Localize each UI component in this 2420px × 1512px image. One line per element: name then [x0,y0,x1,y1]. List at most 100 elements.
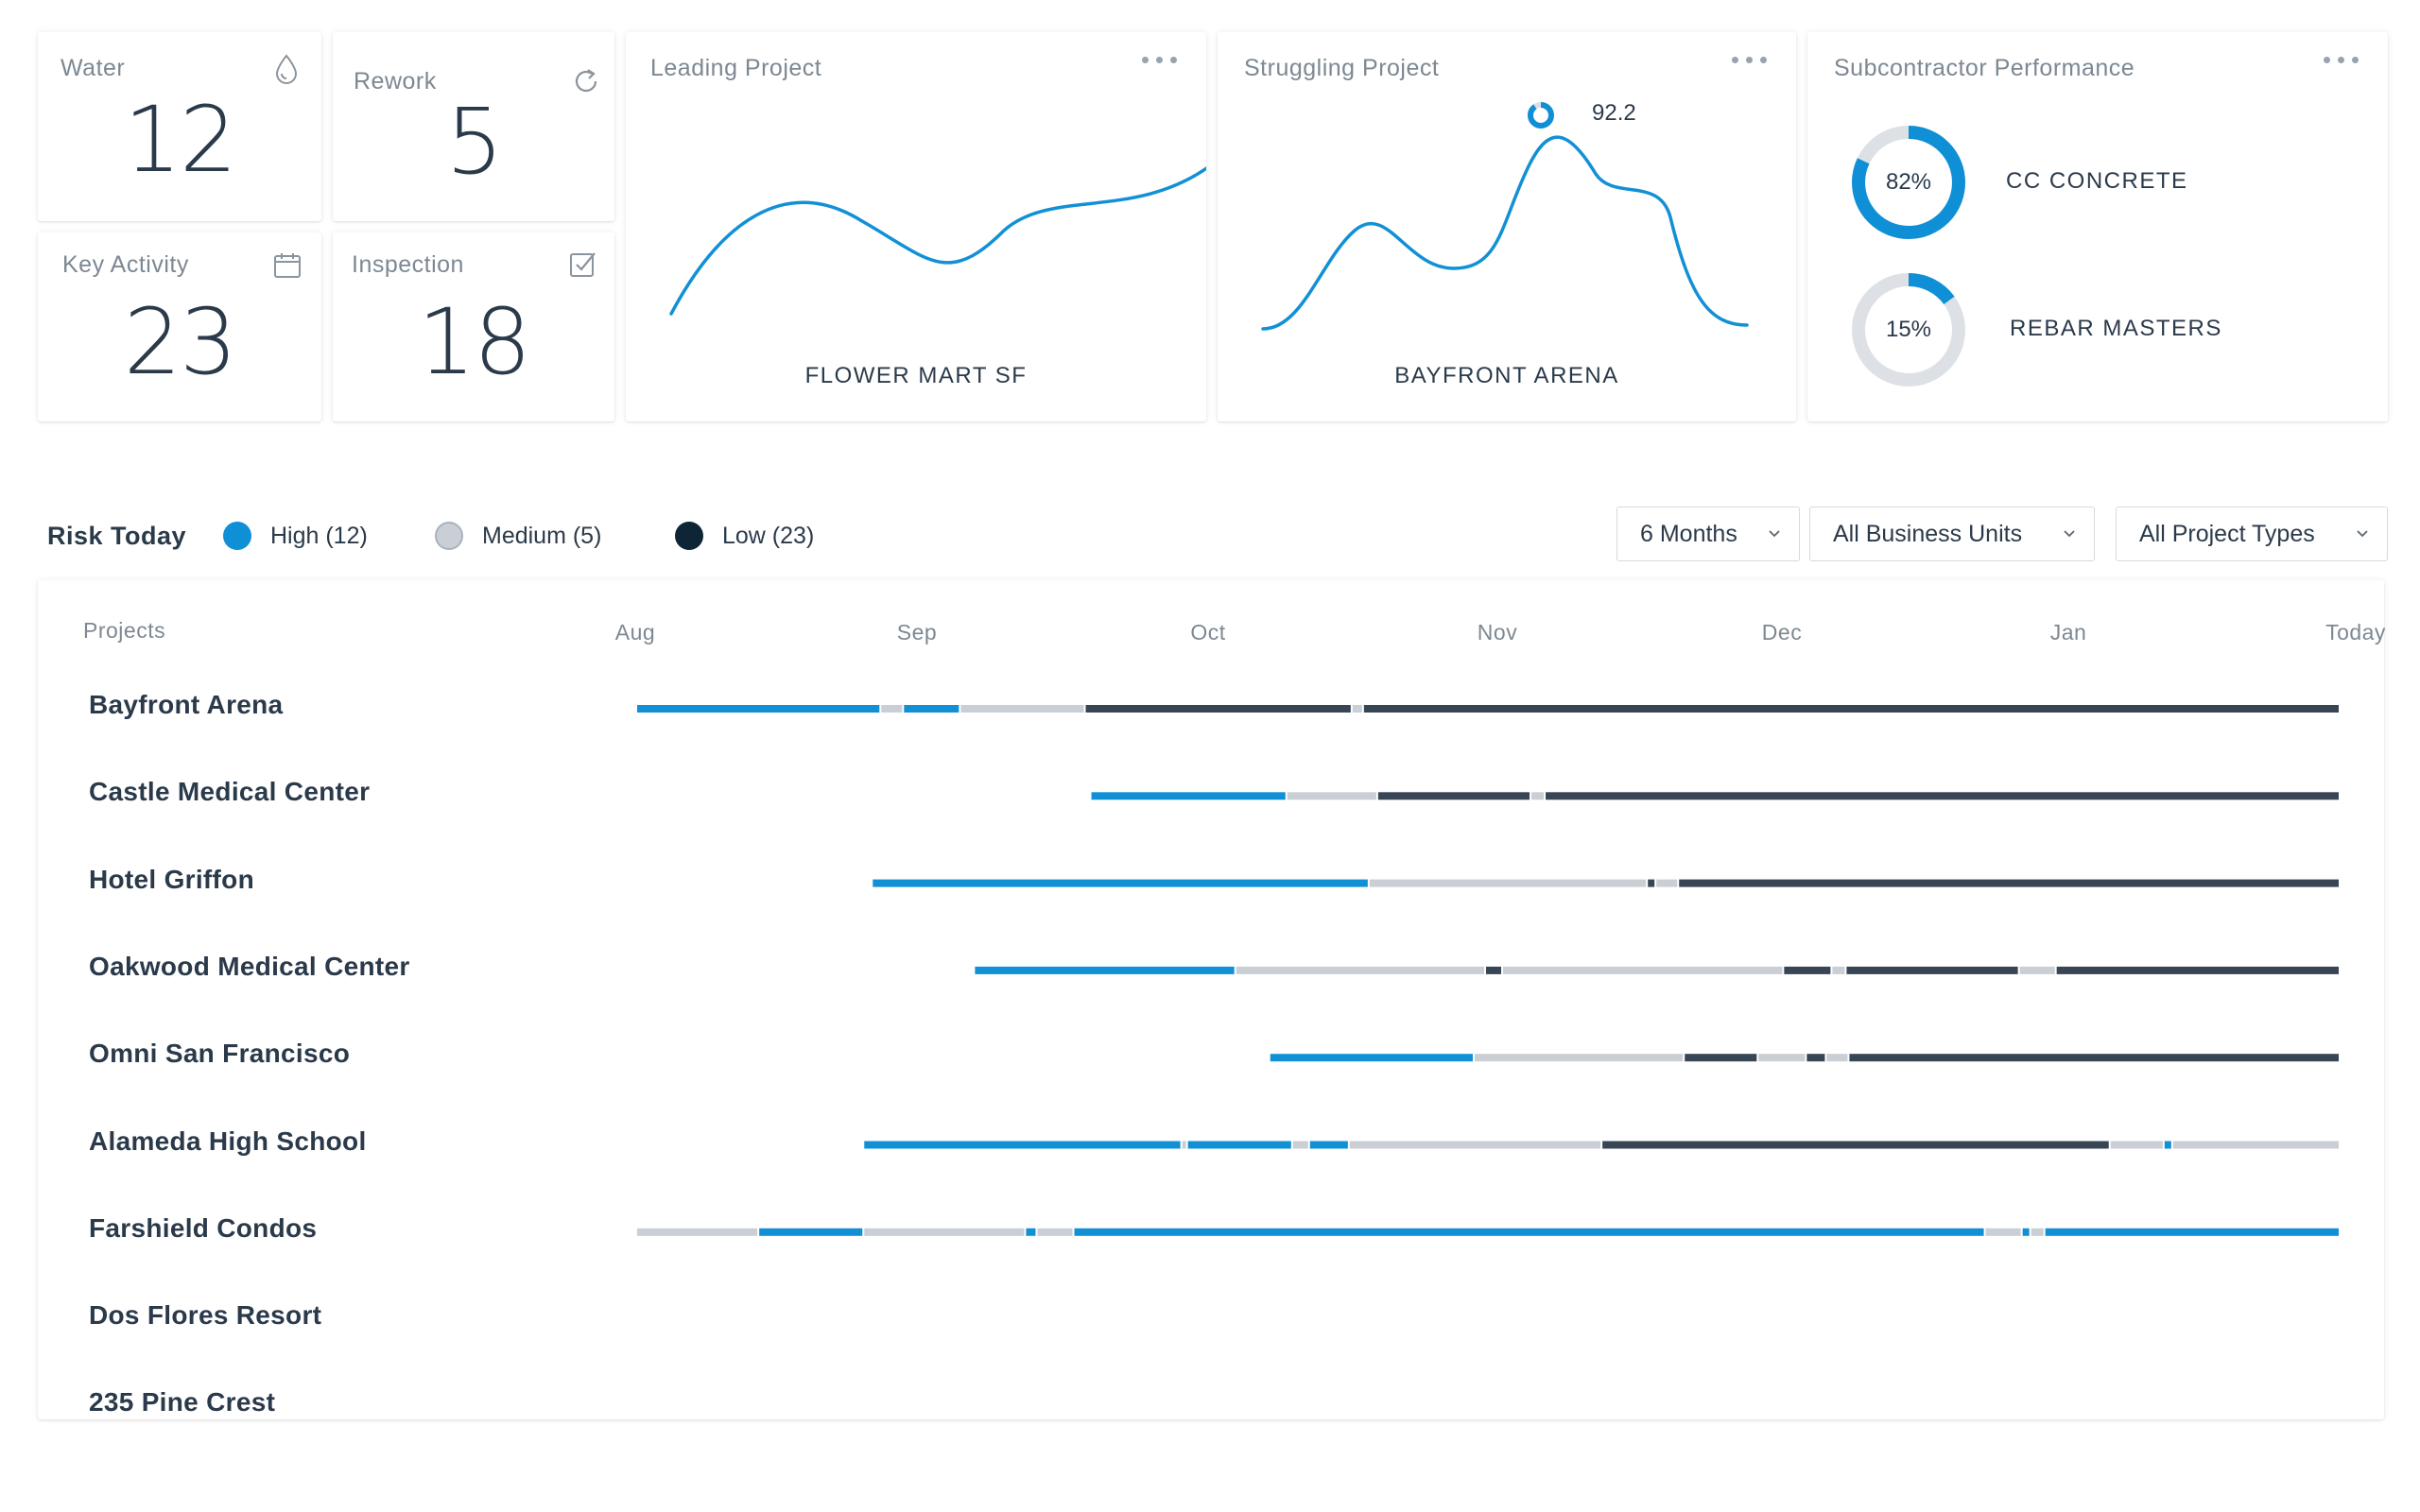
risk-segment-medium[interactable] [637,1228,758,1236]
risk-segment-high[interactable] [864,1141,1181,1149]
risk-segment-low[interactable] [1648,879,1655,887]
donut-value-arc [1852,273,1965,387]
risk-segment-medium[interactable] [1826,1054,1848,1062]
donut-value-arc [1852,126,1965,239]
risk-segment-low[interactable] [1679,879,2339,887]
risk-segment-medium[interactable] [1352,705,1362,713]
risk-segment-medium[interactable] [1349,1141,1601,1149]
project-name[interactable]: Farshield Condos [89,1212,318,1243]
project-name[interactable]: Dos Flores Resort [89,1300,322,1331]
project-name[interactable]: 235 Pine Crest [89,1387,276,1418]
risk-segment-high[interactable] [904,705,959,713]
month-label: Oct [1190,620,1226,644]
risk-segment-high[interactable] [2164,1141,2171,1149]
leading-project-sparkline [669,165,1206,316]
risk-segment-high[interactable] [975,966,1235,974]
stat-card-inspection[interactable]: Inspection 18 [333,232,614,421]
risk-segment-high[interactable] [1187,1141,1291,1149]
project-name[interactable]: Alameda High School [89,1125,367,1156]
risk-segment-low[interactable] [1846,966,2018,974]
risk-segment-medium[interactable] [2172,1141,2339,1149]
stat-value: 18 [417,289,531,395]
risk-segment-medium[interactable] [960,705,1084,713]
risk-segment-medium[interactable] [881,705,903,713]
risk-segment-high[interactable] [1270,1054,1473,1062]
legend-dot-icon [435,522,463,550]
risk-segment-high[interactable] [873,879,1368,887]
subcontractor-row[interactable]: 82% CC CONCRETE [1807,121,2388,244]
risk-segment-medium[interactable] [1287,792,1376,800]
donut-percent: 15% [1885,317,1932,342]
risk-segment-low[interactable] [1363,705,2339,713]
stat-title: Rework [354,68,437,94]
stat-card-rework[interactable]: Rework 5 [333,32,614,221]
score-ring-arc [1528,102,1554,129]
risk-segment-medium[interactable] [1037,1228,1073,1236]
business-units-select[interactable]: All Business Units [1809,507,2095,561]
risk-segment-high[interactable] [1026,1228,1036,1236]
risk-segment-low[interactable] [1546,792,2339,800]
risk-segment-medium[interactable] [1758,1054,1806,1062]
risk-segment-medium[interactable] [1832,966,1845,974]
risk-segment-high[interactable] [1309,1141,1348,1149]
leading-project-card[interactable]: Leading Project FLOWER MART SF [626,32,1206,421]
stat-card-key-activity[interactable]: Key Activity 23 [38,232,321,421]
legend-label: High (12) [270,522,368,549]
risk-segment-high[interactable] [759,1228,863,1236]
risk-segment-high[interactable] [2022,1228,2030,1236]
card-title: Subcontractor Performance [1834,55,2135,81]
legend-dot-icon [223,522,251,550]
project-name[interactable]: Hotel Griffon [89,864,254,894]
risk-segment-high[interactable] [2045,1228,2339,1236]
legend-low[interactable]: Low (23) [675,522,814,550]
risk-segment-medium[interactable] [1474,1054,1684,1062]
risk-segment-medium[interactable] [2110,1141,2163,1149]
risk-segment-low[interactable] [1377,792,1530,800]
risk-segment-medium[interactable] [1236,966,1484,974]
risk-segment-low[interactable] [1849,1054,2339,1062]
project-name[interactable]: Bayfront Arena [89,690,284,719]
stat-card-water[interactable]: Water 12 [38,32,321,221]
legend-label: Medium (5) [482,522,602,549]
donut-percent: 82% [1885,169,1932,195]
legend-medium[interactable]: Medium (5) [435,522,601,550]
risk-segment-low[interactable] [1685,1054,1757,1062]
project-name[interactable]: Castle Medical Center [89,777,371,807]
project-types-select[interactable]: All Project Types [2116,507,2388,561]
subcontractor-name: REBAR MASTERS [2010,316,2222,341]
risk-segment-high[interactable] [1074,1228,1984,1236]
project-caption: FLOWER MART SF [804,363,1028,388]
risk-segment-low[interactable] [1085,705,1351,713]
risk-segment-medium[interactable] [1531,792,1545,800]
risk-segment-low[interactable] [1485,966,1502,974]
more-dots-icon[interactable] [2324,53,2361,66]
risk-segment-low[interactable] [2056,966,2339,974]
risk-segment-high[interactable] [1091,792,1286,800]
project-name[interactable]: Omni San Francisco [89,1039,351,1069]
risk-segment-medium[interactable] [1503,966,1783,974]
subcontractor-name: CC CONCRETE [2006,168,2188,194]
risk-segment-medium[interactable] [1292,1141,1308,1149]
risk-segment-medium[interactable] [1985,1228,2021,1236]
risk-segment-medium[interactable] [1182,1141,1186,1149]
period-select[interactable]: 6 Months [1616,507,1800,561]
legend-label: Low (23) [722,522,815,549]
risk-segment-high[interactable] [637,705,880,713]
struggling-project-card[interactable]: Struggling Project 92.2 BAYFRONT ARENA [1218,32,1796,421]
risk-segment-medium[interactable] [864,1228,1025,1236]
risk-timeline: Projects Aug Sep Oct Nov Dec Jan Today Bayfron… [38,580,2385,1419]
more-dots-icon[interactable] [1732,53,1770,66]
risk-segment-low[interactable] [1784,966,1831,974]
month-label: Dec [1761,620,1803,644]
subcontractor-row[interactable]: 15% REBAR MASTERS [1807,268,2388,391]
project-name[interactable]: Oakwood Medical Center [89,951,410,981]
risk-segment-medium[interactable] [2019,966,2055,974]
legend-high[interactable]: High (12) [223,522,368,550]
risk-segment-medium[interactable] [2031,1228,2044,1236]
risk-segment-low[interactable] [1602,1141,2109,1149]
more-dots-icon[interactable] [1142,53,1180,66]
subcontractor-card[interactable]: Subcontractor Performance 82% CC CONCRET… [1807,32,2388,421]
risk-segment-low[interactable] [1806,1054,1825,1062]
risk-segment-medium[interactable] [1656,879,1678,887]
risk-segment-medium[interactable] [1369,879,1647,887]
